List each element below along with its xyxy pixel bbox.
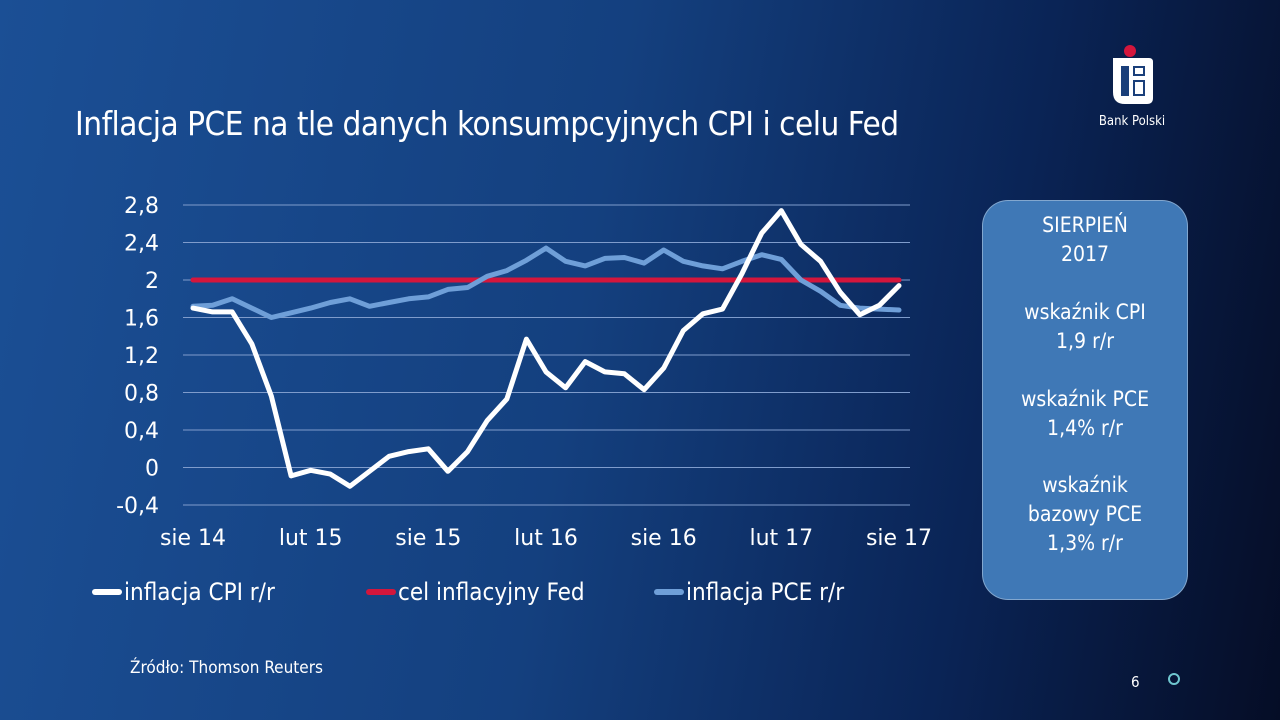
y-tick-label: -0,4 [116, 494, 159, 519]
panel-cpi-label: wskaźnik CPI [1024, 300, 1146, 324]
series-line-cpi [190, 208, 902, 489]
panel-pce: wskaźnik PCE 1,4% r/r [983, 385, 1187, 443]
y-tick-label: 2 [145, 269, 159, 294]
panel-core-pce: wskaźnik bazowy PCE 1,3% r/r [983, 471, 1187, 558]
y-tick-label: 2,4 [124, 232, 159, 257]
ring-icon [1168, 673, 1180, 685]
panel-cpi: wskaźnik CPI 1,9 r/r [983, 298, 1187, 356]
page-number: 6 [1131, 673, 1140, 691]
legend-swatch-cpi [92, 589, 122, 595]
source-note: Źródło: Thomson Reuters [130, 658, 323, 678]
bank-logo: Bank Polski [1092, 44, 1172, 134]
panel-core-label-2: bazowy PCE [1027, 502, 1143, 526]
legend-swatch-fed [366, 589, 396, 595]
legend-item-fed: cel inflacyjny Fed [366, 576, 585, 608]
legend-item-pce: inflacja PCE r/r [654, 576, 844, 608]
inflation-line-chart: 2,8 2,4 2 1,6 1,2 0,8 0,4 0 -0,4 sie 14 lut 15 sie… [116, 194, 932, 551]
pko-logo-icon [1113, 45, 1153, 104]
y-tick-label: 1,2 [124, 344, 159, 369]
panel-heading-year: 2017 [1060, 242, 1110, 266]
panel-pce-value: 1,4% r/r [1047, 416, 1123, 440]
legend-item-cpi: inflacja CPI r/r [92, 576, 275, 608]
y-tick-label: 2,8 [124, 194, 159, 219]
panel-core-label-1: wskaźnik [1042, 473, 1128, 497]
y-tick-label: 0,8 [124, 382, 159, 407]
x-tick-label: lut 15 [279, 526, 343, 551]
panel-heading: SIERPIEŃ 2017 [983, 211, 1187, 269]
x-tick-label: sie 16 [631, 526, 697, 551]
y-tick-label: 0,4 [124, 419, 159, 444]
legend-swatch-pce [654, 589, 684, 595]
legend-label-fed: cel inflacyjny Fed [398, 578, 585, 606]
y-tick-label: 0 [145, 457, 159, 482]
x-tick-label: sie 17 [866, 526, 932, 551]
series-line-pce [190, 245, 902, 320]
y-tick-label: 1,6 [124, 307, 159, 332]
x-tick-label: lut 16 [514, 526, 578, 551]
panel-pce-label: wskaźnik PCE [1020, 387, 1150, 411]
legend-label-cpi: inflacja CPI r/r [124, 578, 275, 606]
panel-cpi-value: 1,9 r/r [1056, 329, 1114, 353]
logo-text: Bank Polski [1098, 114, 1166, 129]
legend-label-pce: inflacja PCE r/r [686, 578, 845, 606]
slide-title: Inflacja PCE na tle danych konsumpcyjnyc… [75, 104, 899, 143]
x-tick-label: sie 15 [395, 526, 461, 551]
summary-panel: SIERPIEŃ 2017 wskaźnik CPI 1,9 r/r wskaź… [982, 200, 1188, 600]
panel-core-value: 1,3% r/r [1047, 531, 1123, 555]
x-tick-label: lut 17 [749, 526, 813, 551]
x-tick-label: sie 14 [160, 526, 226, 551]
panel-heading-month: SIERPIEŃ [1042, 213, 1128, 237]
